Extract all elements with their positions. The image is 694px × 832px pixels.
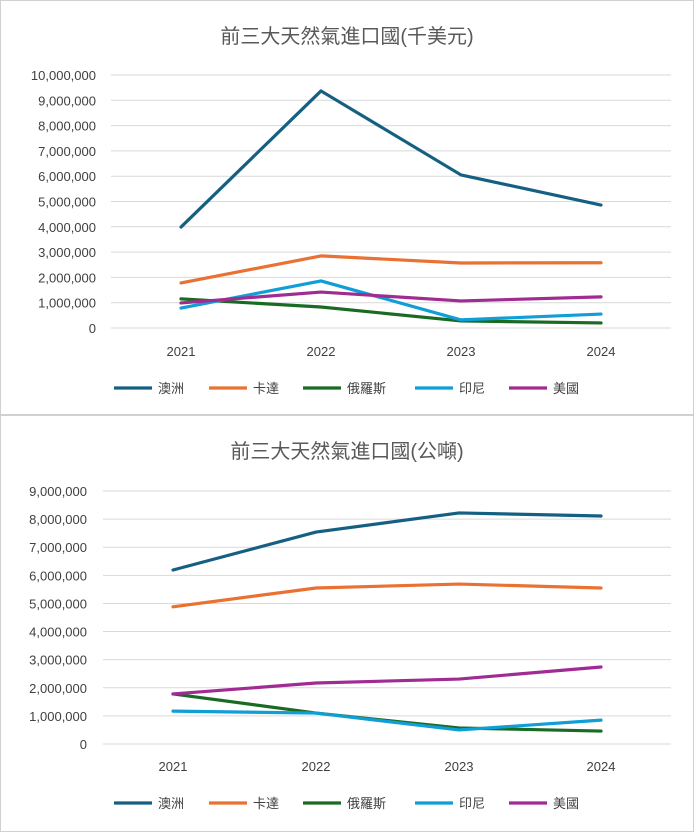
y-tick-label: 2,000,000 [29, 681, 87, 696]
y-tick-label: 4,000,000 [38, 220, 96, 235]
y-tick-label: 0 [89, 321, 96, 336]
x-tick-label: 2024 [587, 759, 616, 774]
chart-title: 前三大天然氣進口國(千美元) [220, 25, 473, 48]
y-tick-label: 3,000,000 [29, 653, 87, 668]
y-tick-label: 8,000,000 [29, 512, 87, 527]
legend-label: 卡達 [253, 796, 279, 811]
x-tick-label: 2024 [587, 344, 616, 359]
legend-label: 俄羅斯 [347, 381, 386, 396]
y-tick-label: 5,000,000 [38, 195, 96, 210]
legend-label: 澳洲 [158, 381, 184, 396]
y-tick-label: 1,000,000 [38, 296, 96, 311]
y-tick-label: 7,000,000 [29, 540, 87, 555]
x-tick-label: 2023 [447, 344, 476, 359]
series-line-4 [179, 290, 603, 305]
legend-label: 俄羅斯 [347, 796, 386, 811]
y-tick-label: 10,000,000 [31, 68, 96, 83]
x-tick-label: 2023 [445, 759, 474, 774]
y-tick-label: 3,000,000 [38, 245, 96, 260]
legend-label: 印尼 [459, 796, 485, 811]
y-tick-label: 7,000,000 [38, 144, 96, 159]
legend-label: 卡達 [253, 381, 279, 396]
legend-label: 美國 [553, 796, 579, 811]
chart-value-panel: 前三大天然氣進口國(千美元) 0 1,000,000 2,000,000 3,000,0… [0, 0, 694, 415]
y-tick-label: 6,000,000 [29, 568, 87, 583]
y-tick-label: 8,000,000 [38, 119, 96, 134]
legend-label: 印尼 [459, 381, 485, 396]
y-tick-label: 9,000,000 [38, 93, 96, 108]
line-chart: 前三大天然氣進口國(千美元) 0 1,000,000 2,000,000 3,000,0… [31, 25, 671, 396]
y-tick-label: 1,000,000 [29, 709, 87, 724]
y-tick-label: 0 [80, 737, 87, 752]
y-tick-label: 6,000,000 [38, 169, 96, 184]
series-line-1 [179, 254, 603, 285]
series-line-1 [171, 582, 603, 609]
y-tick-label: 5,000,000 [29, 596, 87, 611]
x-tick-label: 2022 [307, 344, 336, 359]
y-tick-label: 4,000,000 [29, 625, 87, 640]
x-tick-label: 2022 [302, 759, 331, 774]
series-line-0 [171, 511, 603, 572]
legend-label: 美國 [553, 381, 579, 396]
chart-title: 前三大天然氣進口國(公噸) [230, 440, 463, 463]
x-tick-label: 2021 [159, 759, 188, 774]
series-line-3 [179, 279, 603, 322]
y-tick-label: 9,000,000 [29, 484, 87, 499]
chart-tonnage-panel: 前三大天然氣進口國(公噸) 0 1,000,000 2,000,000 3,000,00… [0, 415, 694, 832]
x-tick-label: 2021 [167, 344, 196, 359]
legend-label: 澳洲 [158, 796, 184, 811]
y-tick-label: 2,000,000 [38, 270, 96, 285]
series-line-4 [171, 665, 603, 696]
line-chart: 前三大天然氣進口國(公噸) 0 1,000,000 2,000,000 3,000,00… [29, 440, 671, 811]
series-line-2 [179, 297, 603, 325]
series-line-3 [171, 709, 603, 732]
series-line-0 [179, 89, 603, 229]
